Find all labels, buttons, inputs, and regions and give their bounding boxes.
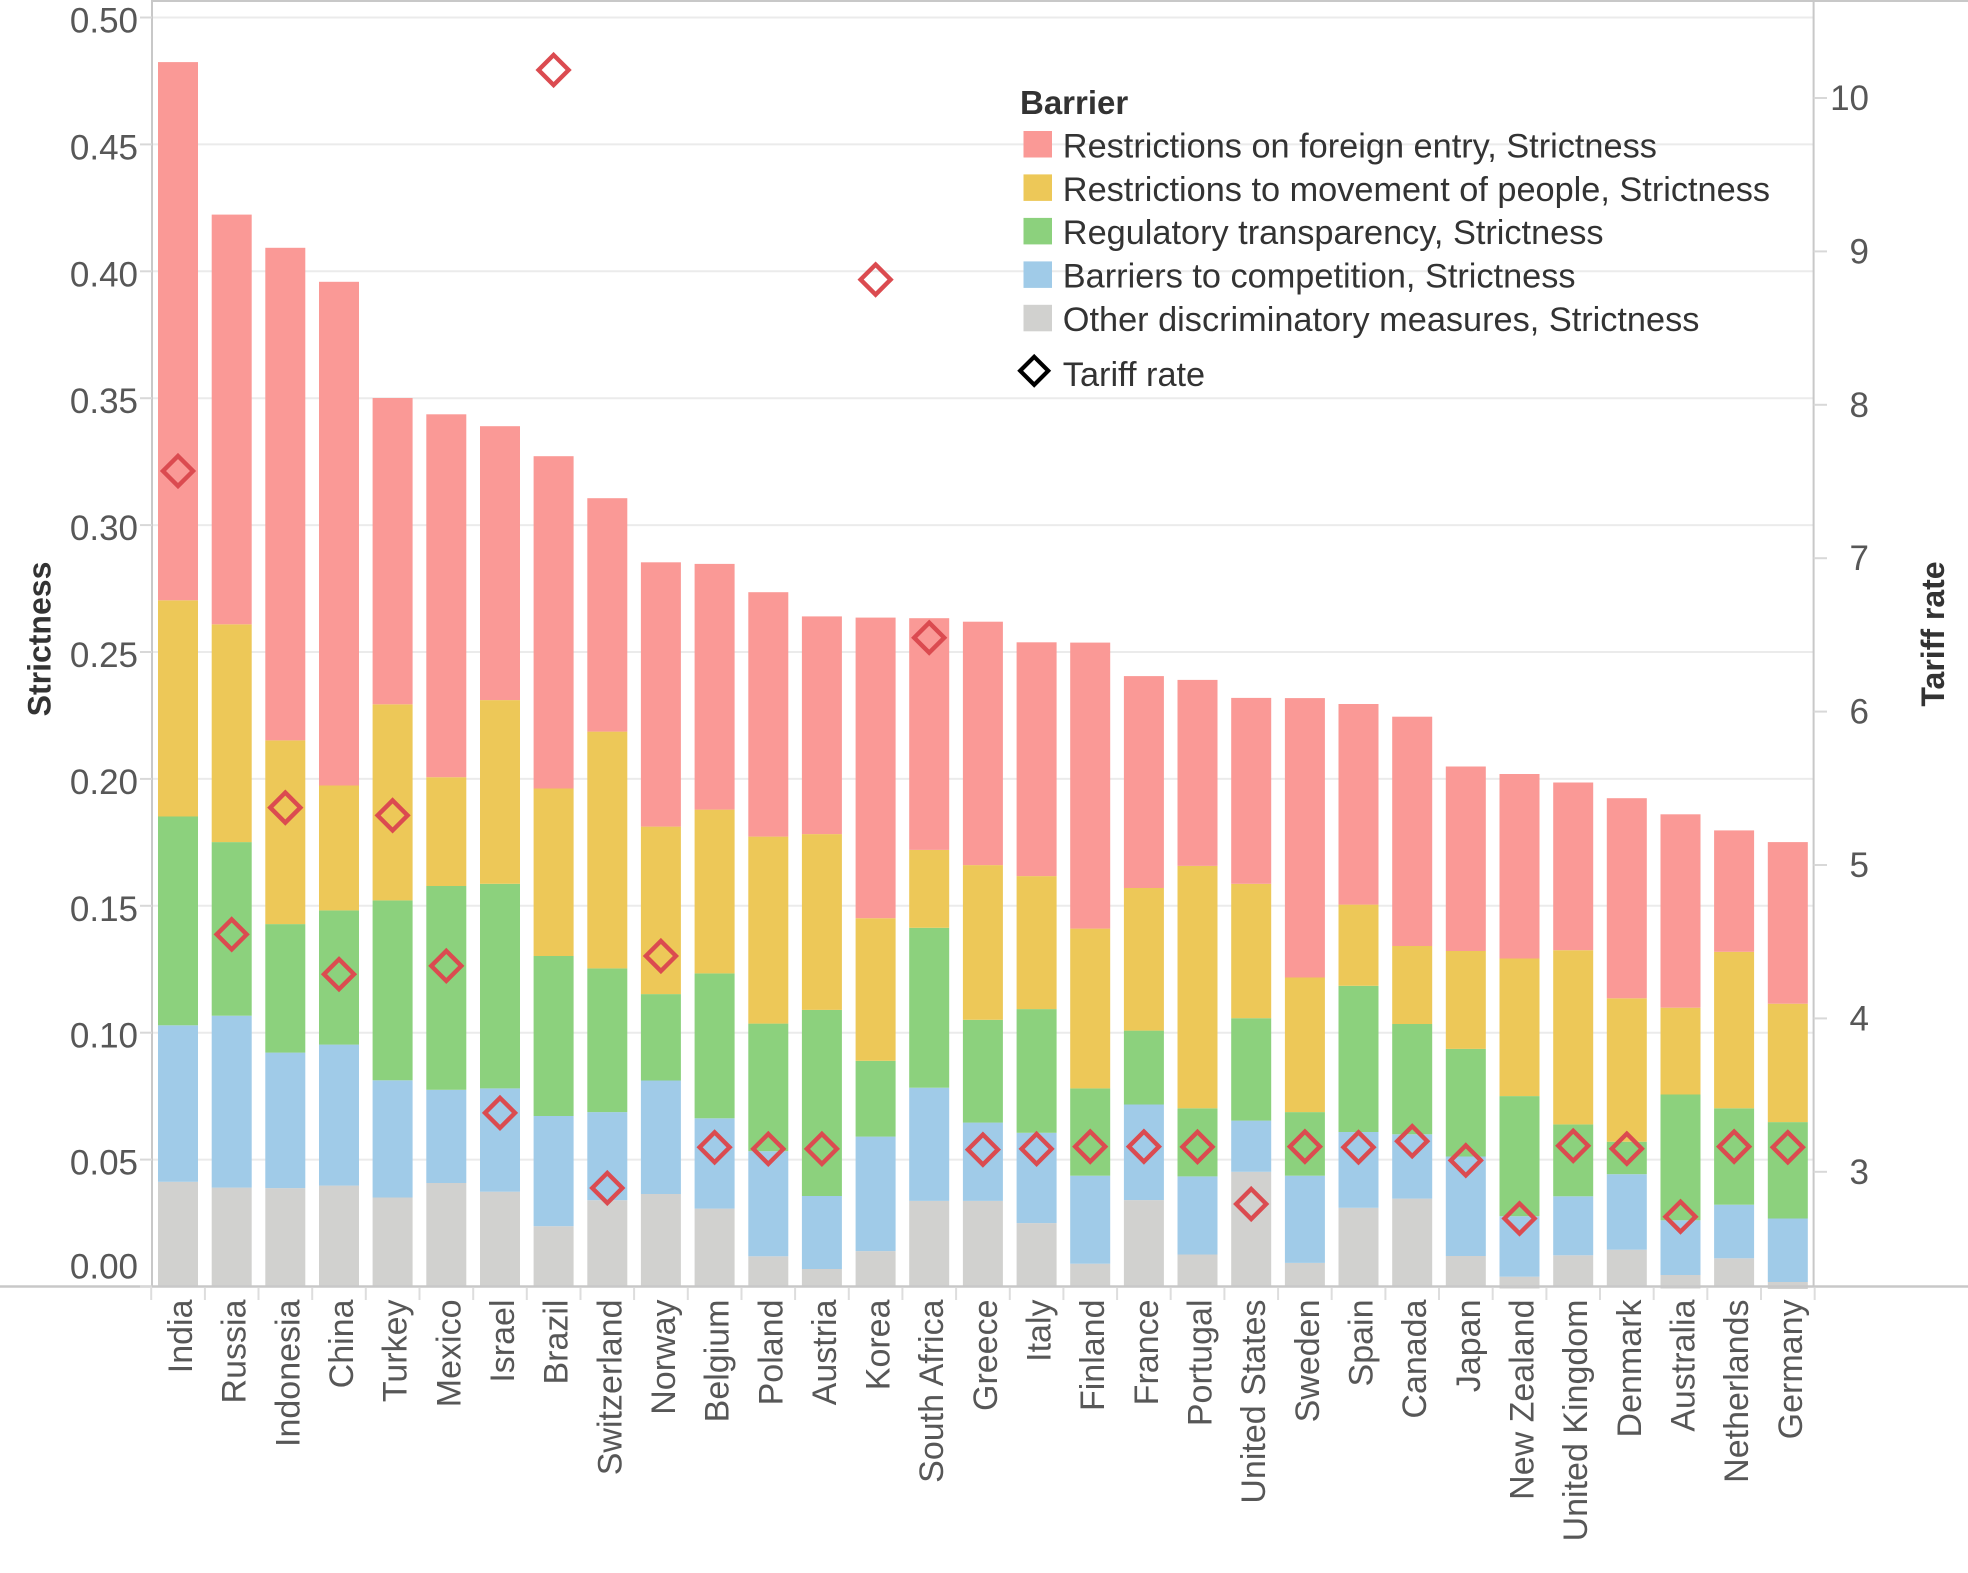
svg-text:0.25: 0.25 (70, 636, 138, 675)
svg-text:Korea: Korea (860, 1299, 898, 1390)
svg-text:China: China (323, 1299, 361, 1388)
svg-text:0.30: 0.30 (70, 509, 138, 548)
svg-text:Restrictions on foreign entry,: Restrictions on foreign entry, Strictnes… (1063, 127, 1657, 165)
svg-text:9: 9 (1850, 232, 1869, 271)
svg-text:Japan: Japan (1450, 1300, 1488, 1393)
svg-text:Austria: Austria (806, 1299, 844, 1405)
svg-text:Portugal: Portugal (1182, 1300, 1220, 1427)
svg-text:Netherlands: Netherlands (1718, 1300, 1756, 1483)
svg-text:3: 3 (1850, 1153, 1869, 1192)
svg-text:0.10: 0.10 (70, 1017, 138, 1056)
svg-text:United States: United States (1235, 1300, 1273, 1504)
svg-text:0.00: 0.00 (70, 1248, 138, 1287)
svg-text:Brazil: Brazil (538, 1300, 576, 1385)
svg-text:India: India (162, 1299, 200, 1373)
svg-text:Greece: Greece (967, 1300, 1005, 1412)
svg-text:Israel: Israel (484, 1300, 522, 1383)
svg-text:United Kingdom: United Kingdom (1557, 1300, 1595, 1542)
svg-text:Germany: Germany (1772, 1300, 1810, 1440)
svg-text:Italy: Italy (1021, 1300, 1059, 1362)
svg-text:New Zealand: New Zealand (1504, 1300, 1542, 1500)
svg-text:Spain: Spain (1343, 1300, 1381, 1387)
svg-text:Finland: Finland (1074, 1300, 1112, 1412)
svg-text:Sweden: Sweden (1289, 1300, 1327, 1423)
svg-text:4: 4 (1850, 999, 1869, 1038)
svg-text:Denmark: Denmark (1611, 1299, 1649, 1438)
svg-text:Strictness: Strictness (22, 562, 58, 717)
svg-text:0.40: 0.40 (70, 255, 138, 294)
svg-text:0.50: 0.50 (70, 2, 138, 41)
svg-text:0.35: 0.35 (70, 382, 138, 421)
svg-text:Canada: Canada (1396, 1299, 1434, 1418)
svg-text:Norway: Norway (645, 1300, 683, 1415)
svg-text:South Africa: South Africa (913, 1299, 951, 1482)
svg-text:7: 7 (1850, 539, 1869, 578)
svg-text:Barriers to competition, Stric: Barriers to competition, Strictness (1063, 258, 1576, 296)
svg-text:Regulatory transparency, Stric: Regulatory transparency, Strictness (1063, 214, 1604, 252)
svg-text:Tariff rate: Tariff rate (1915, 561, 1951, 706)
svg-text:Indonesia: Indonesia (269, 1299, 307, 1447)
svg-text:Barrier: Barrier (1020, 84, 1128, 121)
svg-text:Tariff rate: Tariff rate (1063, 356, 1205, 394)
svg-text:0.15: 0.15 (70, 890, 138, 929)
svg-text:0.45: 0.45 (70, 128, 138, 167)
svg-text:Turkey: Turkey (377, 1300, 415, 1403)
svg-text:Australia: Australia (1665, 1299, 1703, 1431)
svg-text:0.20: 0.20 (70, 763, 138, 802)
svg-text:Poland: Poland (752, 1300, 790, 1406)
svg-text:France: France (1128, 1300, 1166, 1406)
svg-text:Restrictions to movement of pe: Restrictions to movement of people, Stri… (1063, 171, 1770, 209)
svg-text:8: 8 (1850, 386, 1869, 425)
svg-text:Mexico: Mexico (430, 1300, 468, 1408)
svg-text:5: 5 (1850, 846, 1869, 885)
svg-text:Switzerland: Switzerland (591, 1300, 629, 1476)
svg-text:Russia: Russia (216, 1299, 254, 1403)
svg-text:0.05: 0.05 (70, 1144, 138, 1183)
svg-text:Belgium: Belgium (699, 1300, 737, 1423)
svg-text:Other discriminatory measures,: Other discriminatory measures, Strictnes… (1063, 301, 1700, 339)
svg-text:6: 6 (1850, 693, 1869, 732)
svg-text:10: 10 (1830, 79, 1869, 118)
